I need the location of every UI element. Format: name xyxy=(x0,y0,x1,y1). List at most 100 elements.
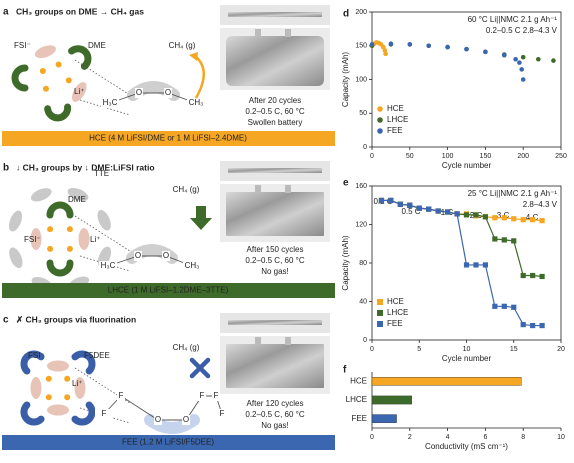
species-label: FSI⁻ xyxy=(24,235,41,244)
guide xyxy=(74,215,131,252)
data-point xyxy=(482,262,488,268)
x-tick-label: 150 xyxy=(480,153,492,160)
atom-bg xyxy=(117,391,125,401)
atom-label: O xyxy=(135,251,141,260)
data-point xyxy=(551,58,556,63)
annotation: 25 °C Li||NMC 2.1 g Ah⁻¹ xyxy=(468,189,558,198)
photo-caption: 0.2–0.5 C, 60 °C xyxy=(245,107,304,116)
atom-bg xyxy=(99,261,117,271)
x-axis-label: Conductivity (mS cm⁻¹) xyxy=(425,442,508,451)
species-label: DME xyxy=(88,41,106,50)
legend-label: FEE xyxy=(387,126,403,135)
legend-label: HCE xyxy=(387,104,404,113)
solvent xyxy=(44,103,72,122)
anion xyxy=(97,209,111,231)
electrolyte-label: FEE (1.2 M LiFSI/F5DEE) xyxy=(122,438,214,447)
atom-bg xyxy=(134,251,142,261)
data-point xyxy=(511,304,517,310)
data-point xyxy=(530,272,536,279)
photo-caption: No gas! xyxy=(261,267,289,276)
panel: b ↓ CH₃ groups by ↓ DME:LiFSI ratio H₃C O O C… xyxy=(2,161,335,298)
electrolyte-label: HCE (4 M LiFSI/DME or 1 M LiFSI–2.4DME) xyxy=(89,134,247,143)
data-point xyxy=(492,303,498,309)
tab xyxy=(255,185,261,193)
category-label: HCE xyxy=(350,376,367,385)
data-point xyxy=(492,236,498,242)
solvent xyxy=(11,64,29,92)
bar xyxy=(371,377,522,386)
data-point xyxy=(517,60,522,65)
atom-bg xyxy=(101,98,119,108)
atom-label: F xyxy=(102,409,107,418)
anion xyxy=(47,404,69,416)
x-tick-label: 15 xyxy=(510,346,518,353)
anion xyxy=(30,188,52,202)
atom-label: CH₃ xyxy=(185,261,200,270)
solvent xyxy=(20,401,45,426)
data-point xyxy=(426,206,432,212)
atom-bg xyxy=(198,391,206,401)
atom-bg xyxy=(154,415,162,425)
annotation: 60 °C Li||NMC 2.1 g Ah⁻¹ xyxy=(468,15,558,24)
pouch xyxy=(226,192,324,236)
tab-strip xyxy=(228,12,322,17)
atom-label: O xyxy=(155,415,161,424)
atom-bg xyxy=(95,409,113,419)
panel-title: ✗ CH₃ groups via fluorination xyxy=(16,314,136,324)
panel-label: b xyxy=(3,163,9,174)
panel: a CH₃ groups on DME → CH₄ gas H₃C O O CH₃ FSI⁻… xyxy=(2,5,335,146)
down-arrow xyxy=(190,206,212,230)
x-tick-label: 10 xyxy=(463,346,471,353)
data-point xyxy=(530,217,536,223)
legend-marker xyxy=(377,310,383,316)
data-point xyxy=(511,216,517,222)
tab xyxy=(255,29,261,37)
atom-bg xyxy=(164,88,172,98)
arrow-head xyxy=(189,52,198,61)
anion xyxy=(67,187,89,202)
data-point xyxy=(383,51,388,57)
photo-caption: No gas! xyxy=(261,421,289,430)
y-tick-label: 100 xyxy=(355,76,367,83)
data-point xyxy=(482,214,488,220)
li-ion xyxy=(47,245,54,252)
data-point xyxy=(378,197,385,204)
legend-label: FEE xyxy=(387,319,403,328)
species-label: FSI⁻ xyxy=(28,351,45,360)
solvent xyxy=(71,350,96,375)
data-point xyxy=(416,205,422,211)
atom-bg xyxy=(182,415,190,425)
atom-bg xyxy=(183,261,201,271)
atom-label: F xyxy=(220,409,225,418)
x-tick-label: 8 xyxy=(521,434,525,441)
atom-label: O xyxy=(183,415,189,424)
li-ion xyxy=(55,61,62,68)
species-label: TTE xyxy=(94,169,109,178)
data-point xyxy=(520,77,526,82)
photo-caption: 0.2–0.5 C, 60 °C xyxy=(245,256,304,265)
anion xyxy=(30,377,42,399)
atom-bg xyxy=(135,88,143,98)
data-point xyxy=(501,303,507,309)
x-axis-label: Cycle number xyxy=(442,354,492,363)
species-label: FSI⁻ xyxy=(14,41,31,50)
li-ion xyxy=(45,394,52,401)
data-point xyxy=(519,67,524,72)
data-point xyxy=(513,56,518,62)
data-point xyxy=(463,212,470,218)
gas-label: CH₄ (g) xyxy=(173,185,200,194)
atom-bg xyxy=(212,391,220,401)
x-tick-label: 50 xyxy=(406,153,414,160)
y-tick-label: 160 xyxy=(355,183,367,190)
guide xyxy=(74,59,131,96)
atom-label: F xyxy=(119,391,124,400)
data-point xyxy=(369,42,375,47)
panel-label: e xyxy=(343,178,349,189)
data-point xyxy=(492,215,498,221)
data-point xyxy=(483,49,488,55)
atom-label: H₃C xyxy=(103,98,118,107)
x-tick-label: 0 xyxy=(370,153,374,160)
molecule-bond xyxy=(107,255,193,267)
